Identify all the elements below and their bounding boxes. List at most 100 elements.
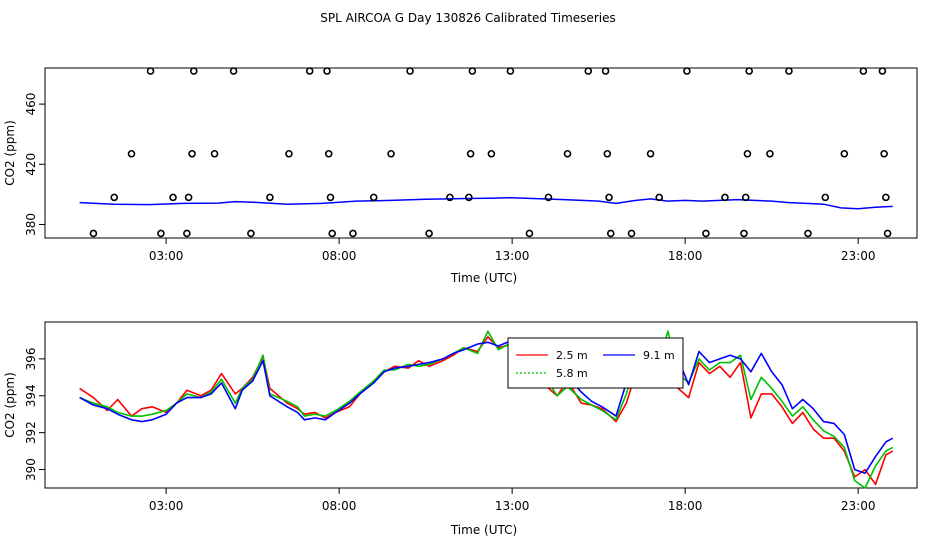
data-point [785, 67, 793, 75]
data-point [882, 193, 890, 202]
data-point [606, 229, 615, 238]
y-axis: 380 420 460 [24, 93, 45, 236]
data-point [184, 193, 193, 202]
series-line-2-5-m [79, 335, 894, 486]
legend-label-2-5m: 2.5 m [556, 349, 588, 362]
x-tick-label: 23:00 [841, 249, 876, 263]
data-point [878, 67, 887, 75]
data-point [804, 229, 812, 238]
data-point [266, 193, 274, 202]
data-point [189, 67, 198, 75]
data-point [655, 193, 664, 202]
y-axis-label: CO2 (ppm) [3, 120, 17, 186]
data-point [741, 193, 750, 202]
legend-label-9-1m: 9.1 m [643, 349, 675, 362]
plot-lines [79, 330, 894, 489]
data-point [745, 67, 753, 75]
data-point [601, 67, 610, 75]
y-tick-label: 420 [24, 153, 38, 176]
series-line-mean [79, 196, 893, 210]
y-tick-label: 392 [24, 421, 38, 444]
x-tick-label: 08:00 [322, 499, 357, 513]
data-point [584, 67, 593, 75]
data-point [127, 149, 136, 158]
x-tick-label: 18:00 [668, 249, 703, 263]
plot-frame [44, 67, 918, 239]
y-axis-label: CO2 (ppm) [3, 372, 17, 438]
x-tick-label: 13:00 [495, 499, 530, 513]
chart-title: SPL AIRCOA G Day 130826 Calibrated Times… [320, 11, 615, 25]
data-point [157, 229, 165, 238]
y-tick-label: 460 [24, 93, 38, 116]
data-point [446, 193, 454, 202]
data-point [721, 193, 729, 202]
x-tick-label: 18:00 [668, 499, 703, 513]
x-axis: 03:00 08:00 13:00 18:00 23:00 [149, 488, 876, 513]
data-point [525, 229, 534, 238]
data-point [188, 149, 196, 158]
legend-box [507, 337, 684, 389]
data-point [821, 193, 830, 202]
data-point [743, 149, 752, 158]
series-line-5-8-m [79, 330, 894, 489]
data-point [328, 229, 337, 238]
data-point [883, 229, 892, 238]
y-axis: 390 392 394 396 [24, 347, 45, 481]
data-point [89, 229, 98, 238]
data-point [683, 67, 691, 75]
x-axis: 03:00 08:00 13:00 18:00 23:00 [149, 238, 876, 263]
data-point [210, 149, 219, 158]
data-point [305, 67, 314, 75]
x-axis-label: Time (UTC) [450, 271, 517, 285]
data-point [627, 229, 636, 238]
data-point [487, 149, 496, 158]
data-point [702, 229, 710, 238]
y-tick-label: 380 [24, 213, 38, 236]
data-point [466, 149, 475, 158]
y-tick-label: 394 [24, 384, 38, 407]
data-point [425, 229, 433, 238]
data-point [323, 67, 331, 75]
data-point [563, 149, 572, 158]
plot-frame [44, 321, 918, 489]
data-point [603, 149, 612, 158]
data-point [468, 67, 477, 75]
line-panel: 03:00 08:00 13:00 18:00 23:00 390 392 394 396 T… [3, 321, 918, 537]
y-tick-label: 390 [24, 458, 38, 481]
data-point [146, 67, 155, 75]
data-point [740, 229, 748, 238]
legend: 2.5 m 5.8 m 9.1 m [507, 337, 684, 389]
data-point [324, 149, 333, 158]
scatter-panel: 03:00 08:00 13:00 18:00 23:00 380 420 460 Time… [3, 67, 918, 285]
legend-label-5-8m: 5.8 m [556, 367, 588, 380]
series-line-9-1-m [79, 339, 894, 475]
x-tick-label: 03:00 [149, 499, 184, 513]
x-tick-label: 23:00 [841, 499, 876, 513]
x-tick-label: 13:00 [495, 249, 530, 263]
data-point [326, 193, 335, 202]
data-point [285, 149, 293, 158]
data-point [369, 193, 378, 202]
x-tick-label: 03:00 [149, 249, 184, 263]
data-point [406, 67, 414, 75]
plot-marks [79, 67, 893, 238]
data-point [229, 67, 238, 75]
data-point [840, 149, 849, 158]
data-point [110, 193, 119, 202]
data-point [506, 67, 515, 75]
data-point [169, 193, 177, 202]
data-point [183, 229, 191, 238]
data-point [247, 229, 255, 238]
data-point [387, 149, 395, 158]
data-point [465, 193, 473, 202]
x-axis-label: Time (UTC) [450, 523, 517, 537]
data-point [880, 149, 888, 158]
data-point [859, 67, 868, 75]
x-tick-label: 08:00 [322, 249, 357, 263]
data-point [646, 149, 655, 158]
data-point [544, 193, 553, 202]
data-point [766, 149, 774, 158]
data-point [605, 193, 613, 202]
y-tick-label: 396 [24, 347, 38, 370]
